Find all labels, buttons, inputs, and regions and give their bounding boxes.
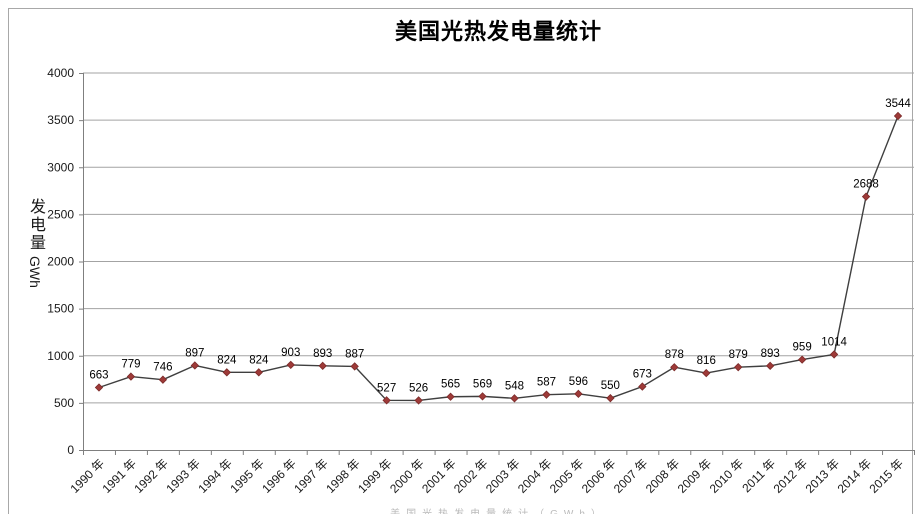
data-point-marker — [126, 372, 136, 381]
series-line — [98, 115, 899, 402]
data-point-marker — [510, 394, 519, 403]
y-axis-tick-label: 500 — [54, 396, 74, 410]
data-point-label: 550 — [601, 380, 620, 392]
x-axis-category-label: 2000 年 — [387, 456, 427, 496]
y-axis-title-chinese: 发电量 — [27, 198, 44, 252]
data-point-label: 879 — [729, 349, 748, 361]
x-axis-category-label: 1995 年 — [227, 456, 267, 496]
y-axis-tick-label: 2000 — [47, 255, 74, 269]
data-point-marker — [382, 396, 391, 405]
data-point-marker — [350, 362, 359, 371]
data-point-label: 887 — [345, 348, 364, 360]
data-point-label: 746 — [153, 362, 172, 374]
data-point-label: 1014 — [821, 336, 847, 348]
data-point-marker — [893, 111, 903, 121]
data-point-label: 3544 — [885, 98, 911, 110]
x-axis-category-label: 1998 年 — [323, 456, 363, 496]
data-point-marker — [158, 375, 168, 384]
data-point-marker — [702, 368, 711, 378]
data-point-label: 663 — [89, 370, 108, 382]
y-axis-tick-label: 3000 — [47, 160, 74, 174]
data-point-marker — [574, 389, 583, 398]
x-axis-category-label: 2003 年 — [483, 456, 523, 496]
x-axis-category-label: 2012 年 — [771, 456, 811, 496]
data-point-marker — [478, 392, 487, 401]
x-axis-category-label: 2013 年 — [803, 456, 843, 496]
x-axis-category-label: 1994 年 — [195, 456, 235, 496]
data-point-label: 596 — [569, 376, 588, 388]
x-axis-category-label: 2011 年 — [739, 456, 778, 495]
data-point-label: 878 — [665, 349, 684, 361]
data-point-marker — [670, 363, 679, 372]
y-axis-tick-label: 1000 — [47, 349, 74, 363]
data-point-marker — [766, 361, 775, 371]
x-axis-category-label: 2002 年 — [451, 456, 491, 496]
x-axis-category-label: 2008 年 — [643, 456, 683, 496]
data-point-label: 2688 — [853, 179, 879, 191]
data-point-marker — [446, 392, 455, 401]
chart-title: 美国光热发电量统计 — [394, 19, 602, 44]
x-axis-category-label: 1997 年 — [291, 456, 331, 496]
x-axis-category-label: 1991 年 — [99, 456, 139, 496]
data-point-label: 897 — [185, 347, 204, 359]
data-point-marker — [318, 361, 327, 371]
y-axis-title-unit: GWh — [27, 256, 43, 288]
data-point-label: 893 — [313, 348, 332, 360]
data-point-label: 824 — [249, 354, 269, 366]
data-point-label: 673 — [633, 369, 652, 381]
x-axis-category-label: 1996 年 — [259, 456, 299, 496]
x-axis-category-label: 2001 年 — [419, 456, 459, 496]
x-axis-category-label: 1993 年 — [163, 456, 203, 496]
x-axis-category-label: 2015 年 — [867, 456, 907, 496]
x-axis-category-label: 2009 年 — [675, 456, 715, 496]
data-point-label: 959 — [793, 342, 812, 354]
data-point-marker — [829, 350, 839, 359]
x-axis-category-label: 2014 年 — [835, 456, 875, 496]
data-point-label: 548 — [505, 380, 524, 392]
data-point-label: 569 — [473, 378, 492, 390]
x-axis-category-label: 1992 年 — [131, 456, 171, 496]
x-axis-category-label: 2005 年 — [547, 456, 587, 496]
data-point-label: 779 — [121, 359, 140, 371]
data-point-marker — [542, 390, 551, 399]
data-point-marker — [638, 382, 647, 391]
data-point-marker — [734, 362, 743, 372]
data-point-label: 587 — [537, 377, 556, 389]
y-axis-tick-label: 0 — [67, 443, 74, 457]
y-axis-tick-label: 3500 — [47, 113, 74, 127]
x-axis-category-label: 2006 年 — [579, 456, 619, 496]
data-point-label: 527 — [377, 382, 396, 394]
data-point-marker — [861, 192, 871, 201]
x-axis-category-label: 1999 年 — [355, 456, 395, 496]
y-axis-tick-label: 4000 — [47, 66, 74, 80]
data-point-marker — [797, 355, 807, 364]
data-point-marker — [606, 393, 615, 403]
data-point-label: 893 — [761, 348, 780, 360]
data-point-marker — [190, 361, 200, 370]
data-point-marker — [286, 360, 295, 370]
x-axis-category-label: 2004 年 — [515, 456, 555, 496]
data-point-marker — [94, 383, 104, 392]
data-point-marker — [222, 368, 231, 377]
data-point-marker — [254, 368, 263, 377]
y-axis-tick-label: 2500 — [47, 207, 74, 221]
x-axis-category-label: 2010 年 — [707, 456, 747, 496]
footer-faint-caption: 美国光热发电量统计（GWh） — [83, 505, 914, 514]
data-point-label: 824 — [217, 354, 237, 366]
y-axis-tick-label: 1500 — [47, 302, 74, 316]
x-axis-category-label: 1990 年 — [67, 456, 107, 496]
data-point-label: 526 — [409, 382, 428, 394]
data-point-marker — [414, 396, 423, 405]
data-point-label: 903 — [281, 347, 300, 359]
x-axis-category-label: 2007 年 — [611, 456, 651, 496]
y-axis-title: 发电量 GWh — [20, 198, 50, 288]
data-point-label: 816 — [697, 355, 716, 367]
data-point-label: 565 — [441, 379, 460, 391]
